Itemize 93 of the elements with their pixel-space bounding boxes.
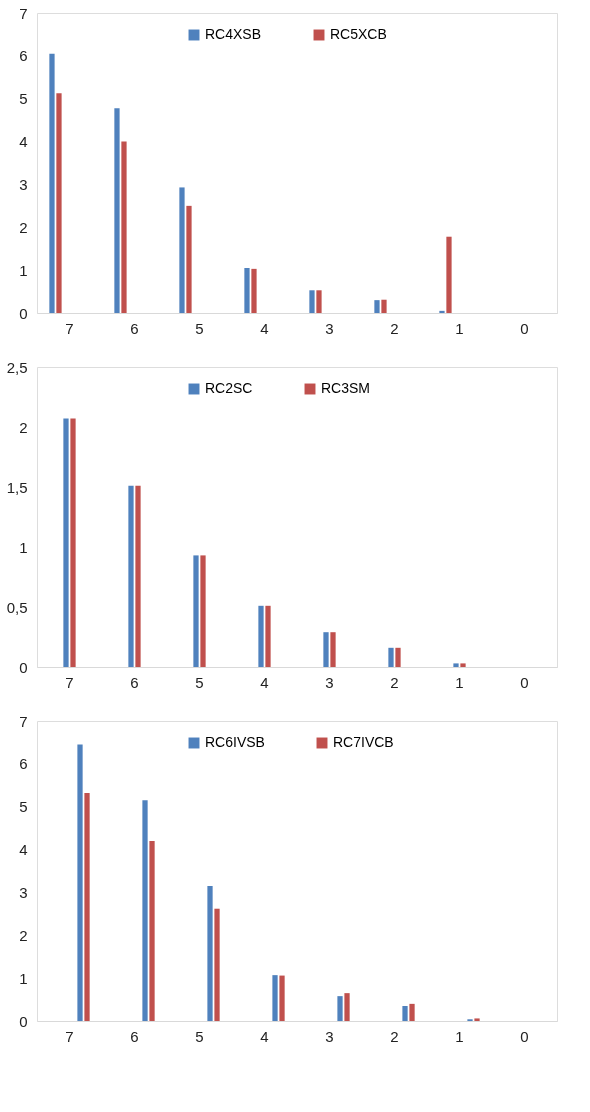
bar [460, 663, 466, 667]
y-tick-label: 4 [19, 133, 28, 151]
bar [142, 800, 148, 1021]
bar [309, 290, 315, 313]
bar [474, 1018, 480, 1021]
y-tick-label: 0,5 [6, 598, 28, 616]
bar [251, 268, 257, 313]
bar [344, 993, 350, 1021]
bar [114, 108, 120, 313]
x-tick-label: 4 [260, 673, 269, 691]
x-tick-label: 4 [260, 319, 269, 337]
y-tick-label: 0 [19, 304, 28, 322]
bar [121, 141, 127, 313]
y-tick-label: 2 [19, 218, 28, 236]
x-tick-label: 1 [455, 319, 464, 337]
x-tick-label: 1 [455, 1027, 464, 1045]
bar [200, 555, 206, 667]
x-tick-label: 0 [520, 673, 529, 691]
y-tick-label: 7 [19, 4, 28, 22]
x-tick-label: 7 [65, 319, 74, 337]
bar [316, 290, 322, 313]
legend-label: RC4XSB [205, 26, 262, 42]
legend-label: RC3SM [321, 380, 371, 396]
x-tick-label: 3 [325, 319, 334, 337]
x-tick-label: 2 [390, 1027, 399, 1045]
bar [265, 605, 271, 667]
bar [323, 632, 329, 667]
y-tick-label: 6 [19, 755, 28, 773]
bar [409, 1003, 415, 1021]
x-tick-label: 1 [455, 673, 464, 691]
y-tick-label: 1,5 [6, 478, 28, 496]
bar [214, 908, 220, 1021]
bar [330, 632, 336, 667]
legend-label: RC7IVCB [333, 734, 394, 750]
legend-label: RC5XCB [330, 26, 387, 42]
y-tick-label: 3 [19, 175, 28, 193]
y-tick-label: 0 [19, 1012, 28, 1030]
bar [258, 605, 264, 667]
x-tick-label: 7 [65, 1027, 74, 1045]
x-tick-label: 6 [130, 319, 139, 337]
bar [193, 555, 199, 667]
bar [207, 886, 213, 1021]
bar [337, 996, 343, 1021]
bar [453, 663, 459, 667]
bar [56, 93, 62, 313]
bar [49, 53, 55, 313]
x-tick-label: 5 [195, 673, 204, 691]
bar [149, 841, 155, 1021]
bar [84, 793, 90, 1021]
legend-label: RC2SC [205, 380, 253, 396]
y-tick-label: 5 [19, 798, 28, 816]
y-tick-label: 5 [19, 90, 28, 108]
bar [279, 975, 285, 1021]
x-tick-label: 6 [130, 673, 139, 691]
bar [244, 268, 250, 313]
y-tick-label: 1 [19, 261, 28, 279]
y-tick-label: 1 [19, 538, 28, 556]
bar [388, 647, 394, 667]
x-tick-label: 2 [390, 319, 399, 337]
bar [381, 299, 387, 313]
legend-label: RC6IVSB [205, 734, 265, 750]
x-tick-label: 3 [325, 1027, 334, 1045]
bar [439, 310, 445, 313]
bar [272, 975, 278, 1021]
bar [395, 647, 401, 667]
x-tick-label: 4 [260, 1027, 269, 1045]
bar [77, 744, 83, 1021]
x-tick-label: 2 [390, 673, 399, 691]
bar [179, 187, 185, 313]
x-tick-label: 5 [195, 319, 204, 337]
bar [186, 205, 192, 313]
y-tick-label: 7 [19, 712, 28, 730]
x-tick-label: 7 [65, 673, 74, 691]
y-tick-label: 1 [19, 969, 28, 987]
y-tick-label: 2 [19, 418, 28, 436]
y-tick-label: 3 [19, 883, 28, 901]
y-tick-label: 2 [19, 926, 28, 944]
y-tick-label: 6 [19, 47, 28, 65]
bar [402, 1006, 408, 1021]
bar [70, 418, 76, 667]
x-tick-label: 3 [325, 673, 334, 691]
x-tick-label: 0 [520, 319, 529, 337]
y-tick-label: 4 [19, 841, 28, 859]
y-tick-label: 0 [19, 658, 28, 676]
bar [63, 418, 69, 667]
x-tick-label: 5 [195, 1027, 204, 1045]
bar [446, 236, 452, 313]
bar [135, 485, 141, 667]
y-tick-label: 2,5 [6, 358, 28, 376]
bar [374, 300, 380, 313]
x-tick-label: 0 [520, 1027, 529, 1045]
bar [128, 485, 134, 667]
x-tick-label: 6 [130, 1027, 139, 1045]
